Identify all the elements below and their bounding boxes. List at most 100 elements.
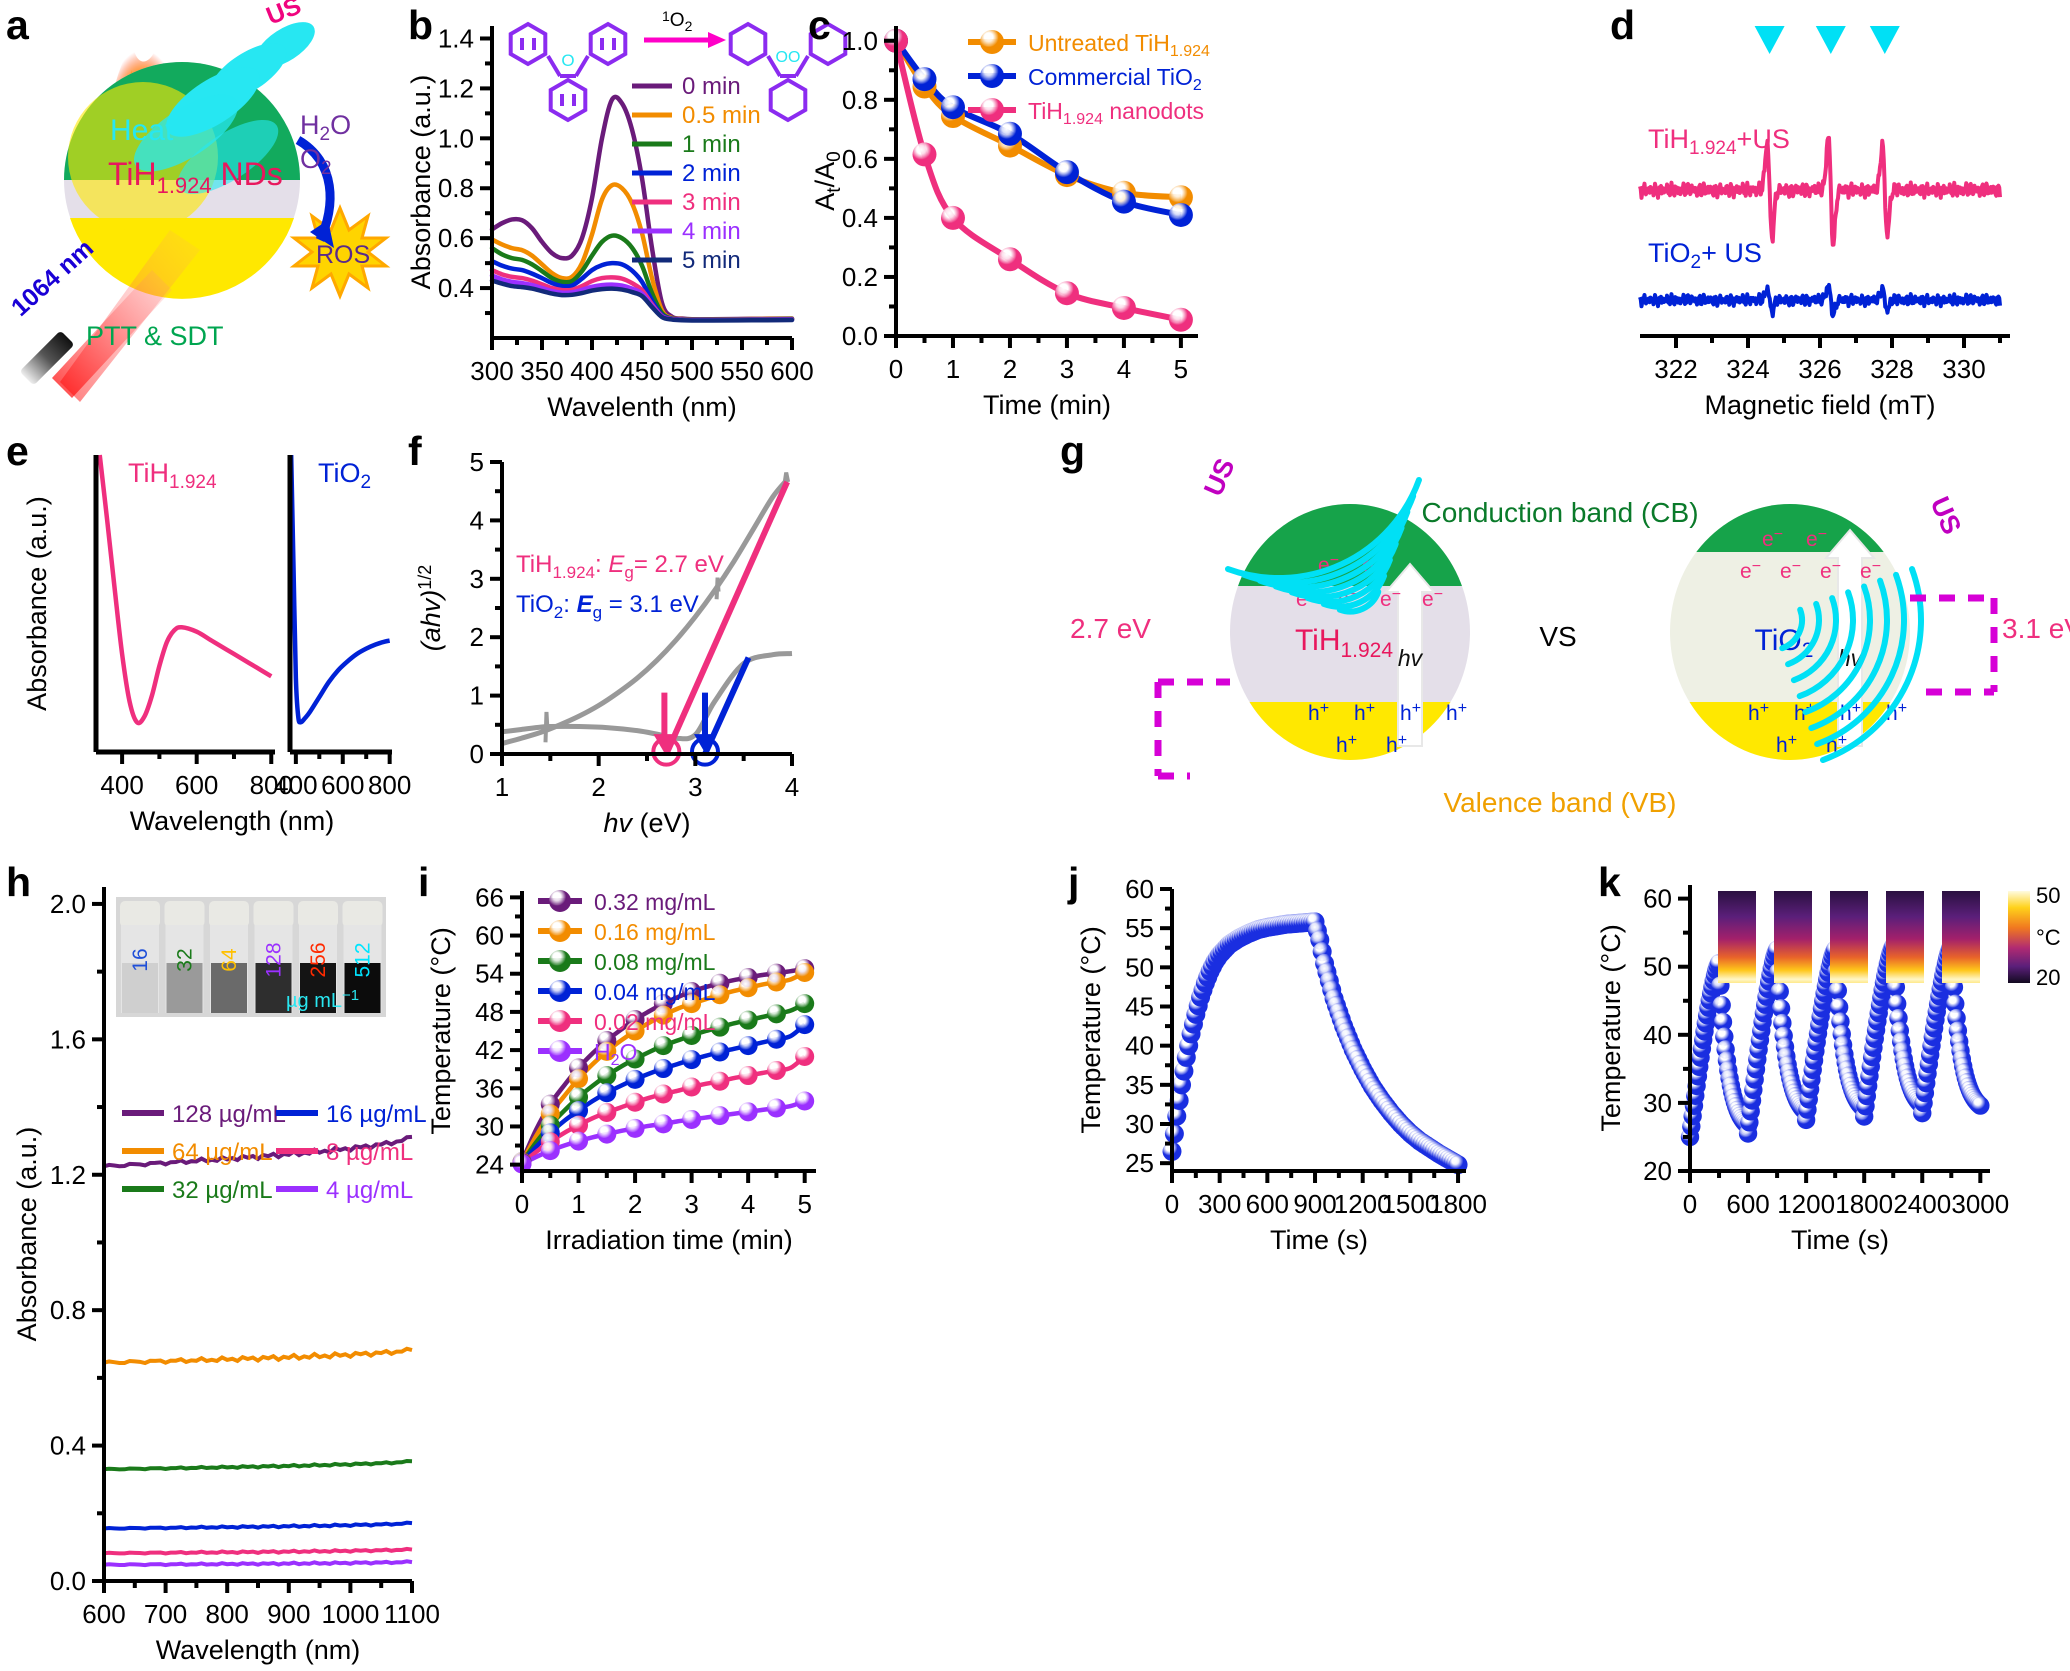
svg-text:322: 322 — [1654, 354, 1697, 384]
legend-label-4: 8 µg/mL — [326, 1139, 413, 1166]
svg-text:0: 0 — [1683, 1189, 1697, 1219]
svg-text:3: 3 — [688, 772, 702, 802]
svg-text:2: 2 — [591, 772, 605, 802]
svg-text:1.2: 1.2 — [438, 73, 474, 103]
panel-e-letter: e — [6, 428, 29, 474]
svg-text:328: 328 — [1870, 354, 1913, 384]
thermal-colorbar — [2008, 891, 2030, 983]
vial-liquid — [166, 963, 203, 1013]
svg-text:Irradiation time (min): Irradiation time (min) — [545, 1225, 793, 1255]
electron-label-5: e− — [1422, 586, 1443, 611]
svg-text:0.08 mg/mL: 0.08 mg/mL — [594, 949, 716, 975]
vial-liquid — [300, 963, 336, 1013]
marker-triangle-1 — [1815, 26, 1846, 54]
panel-e: e 400 600 800 400 600 800 TiH1.924 TiO2 Waveleng… — [0, 420, 411, 840]
svg-text:1800: 1800 — [1835, 1189, 1893, 1219]
svg-text:Absorbance (a.u.): Absorbance (a.u.) — [22, 496, 52, 711]
epr-label-tih: TiH1.924+US — [1648, 124, 1790, 159]
series-1 — [489, 182, 795, 322]
legend-item-5 — [538, 1040, 582, 1062]
material-label: TiH1.924 — [1295, 624, 1393, 662]
bandgap-value-right: 3.1 eV — [2002, 613, 2070, 644]
svg-text:600: 600 — [175, 770, 218, 800]
svg-text:O: O — [561, 51, 574, 70]
hole-label-r5: h+ — [1826, 732, 1847, 757]
panel-a-ros-label: ROS — [316, 241, 370, 269]
electron-label-r5: e− — [1860, 558, 1881, 583]
series-3 — [103, 1520, 413, 1531]
svg-text:30: 30 — [475, 1111, 504, 1141]
svg-text:0.8: 0.8 — [842, 85, 878, 115]
svg-text:42: 42 — [475, 1035, 504, 1065]
svg-text:400: 400 — [570, 356, 613, 386]
svg-text:3: 3 — [684, 1189, 698, 1219]
svg-text:5: 5 — [470, 447, 484, 477]
svg-text:800: 800 — [250, 770, 293, 800]
conduction-band-label: Conduction band (CB) — [1421, 497, 1698, 528]
svg-text:1100: 1100 — [384, 1599, 440, 1629]
svg-text:Magnetic field (mT): Magnetic field (mT) — [1704, 390, 1935, 420]
legend-label-6: 5 min — [682, 247, 741, 274]
svg-text:50: 50 — [1125, 952, 1154, 982]
svg-text:1: 1 — [946, 354, 960, 384]
svg-text:2: 2 — [628, 1189, 642, 1219]
vial-liquid — [344, 963, 381, 1013]
laser-source-icon — [21, 230, 200, 402]
svg-text:1.0: 1.0 — [438, 123, 474, 153]
svg-text:1: 1 — [495, 772, 509, 802]
svg-text:1: 1 — [470, 681, 484, 711]
svg-text:1800: 1800 — [1429, 1189, 1487, 1219]
note-eg-tih: TiH1.924: Eg= 2.7 eV — [516, 551, 724, 582]
svg-text:600: 600 — [770, 356, 813, 386]
panel-b: b 0.4 0.6 0.8 1.0 1.2 1.4 300 350 400 450 500 550 60… — [400, 0, 848, 422]
marker-triangle-2 — [1869, 26, 1900, 54]
svg-text:(ahv)1/2: (ahv)1/2 — [415, 565, 446, 652]
svg-text:2400: 2400 — [1893, 1189, 1951, 1219]
svg-text:1000: 1000 — [321, 1599, 379, 1629]
thermal-frame-3 — [1886, 891, 1924, 983]
svg-text:5: 5 — [797, 1189, 811, 1219]
panel-f: f 0 1 2 3 4 5 1 2 3 4 hv (eV) (ahv)1/2 TiH1.924: Eg=… — [400, 420, 810, 840]
svg-text:20: 20 — [1643, 1156, 1672, 1186]
colorbar-unit-label: °C — [2036, 925, 2061, 950]
svg-text:400: 400 — [100, 770, 143, 800]
svg-text:40: 40 — [1125, 1031, 1154, 1061]
singlet-oxygen-label: 1O2 — [662, 8, 693, 34]
marker-triangle-0 — [1754, 26, 1785, 54]
electron-label-r3: e− — [1780, 558, 1801, 583]
svg-text:326: 326 — [1798, 354, 1841, 384]
svg-text:3: 3 — [1060, 354, 1074, 384]
hv-label: hv — [1398, 645, 1424, 671]
vial-cap — [342, 901, 383, 927]
hv-arrow-icon — [1383, 562, 1437, 747]
svg-text:0.6: 0.6 — [842, 144, 878, 174]
panel-k-letter: k — [1598, 859, 1621, 905]
panel-c: c 0.0 0.2 0.4 0.6 0.8 1.0 0 1 2 3 4 5 Time (min) At/A… — [800, 0, 1210, 420]
series-0 — [103, 1134, 413, 1169]
svg-text:0: 0 — [889, 354, 903, 384]
svg-text:36: 36 — [475, 1073, 504, 1103]
valence-band-label: Valence band (VB) — [1444, 787, 1677, 818]
panel-f-letter: f — [408, 428, 422, 474]
svg-text:0: 0 — [470, 739, 484, 769]
ultrasound-waves-icon — [134, 22, 315, 195]
panel-a-laser-label: 1064 nm — [6, 234, 99, 322]
vial-liquid — [211, 963, 247, 1013]
svg-text:4: 4 — [741, 1189, 755, 1219]
svg-text:0.8: 0.8 — [50, 1295, 86, 1325]
svg-text:800: 800 — [368, 770, 411, 800]
panel-i-letter: i — [418, 859, 430, 905]
svg-text:0.8: 0.8 — [438, 173, 474, 203]
svg-text:35: 35 — [1125, 1070, 1154, 1100]
svg-text:1.0: 1.0 — [842, 26, 878, 56]
svg-text:800: 800 — [206, 1599, 249, 1629]
svg-text:60: 60 — [475, 921, 504, 951]
svg-text:2: 2 — [470, 622, 484, 652]
legend-label-5: 4 µg/mL — [326, 1177, 413, 1204]
electron-label-r2: e− — [1740, 558, 1761, 583]
electron-label-r0: e− — [1762, 526, 1783, 551]
concentration-unit-label: µg mL−1 — [286, 987, 359, 1012]
